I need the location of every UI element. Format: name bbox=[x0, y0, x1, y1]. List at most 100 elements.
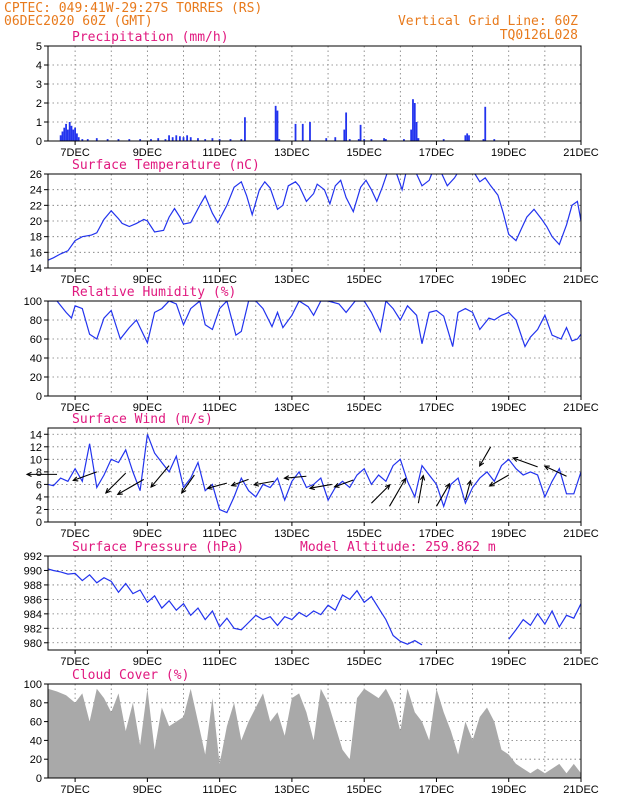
precip-bar bbox=[211, 138, 214, 141]
wind-arrow bbox=[116, 478, 145, 496]
ytick-label: 4 bbox=[36, 60, 42, 72]
ytick-label: 2 bbox=[36, 98, 42, 110]
ytick-label: 2 bbox=[36, 504, 42, 516]
ytick-label: 24 bbox=[30, 185, 42, 197]
wind-arrow bbox=[371, 483, 391, 504]
precip-bar bbox=[466, 133, 469, 141]
xtick-label: 9DEC bbox=[133, 528, 162, 540]
xtick-label: 21DEC bbox=[563, 274, 599, 286]
precip-bar bbox=[412, 99, 414, 141]
ytick-label: 990 bbox=[24, 565, 42, 577]
xtick-label: 7DEC bbox=[60, 656, 89, 668]
ytick-label: 80 bbox=[30, 315, 42, 327]
wind-arrow bbox=[72, 471, 97, 482]
xtick-label: 17DEC bbox=[419, 402, 455, 414]
ytick-label: 0 bbox=[36, 391, 42, 403]
precip-bar bbox=[240, 139, 243, 141]
station-line: CPTEC: 049:41W-29:27S TORRES (RS) bbox=[4, 1, 262, 16]
cloud-frame bbox=[47, 683, 582, 779]
precip-bar bbox=[171, 137, 174, 141]
ytick-label: 20 bbox=[30, 372, 42, 384]
precip-bar bbox=[182, 137, 185, 141]
xtick-label: 13DEC bbox=[274, 656, 310, 668]
pressure-frame bbox=[47, 555, 582, 651]
precip-bar bbox=[178, 136, 181, 141]
precip-bar bbox=[74, 127, 77, 141]
xtick-label: 7DEC bbox=[60, 528, 89, 540]
precip-bar bbox=[197, 138, 199, 141]
precip-bar bbox=[68, 122, 71, 141]
wind-arrow bbox=[512, 456, 538, 468]
xtick-label: 7DEC bbox=[60, 784, 89, 796]
xtick-label: 19DEC bbox=[491, 274, 527, 286]
xtick-label: 7DEC bbox=[60, 402, 89, 414]
xtick-label: 11DEC bbox=[202, 402, 237, 414]
precip-bar bbox=[442, 139, 445, 141]
ytick-label: 26 bbox=[30, 169, 42, 181]
precip-bar bbox=[66, 129, 69, 141]
precip-bar bbox=[363, 139, 366, 141]
xtick-label: 17DEC bbox=[419, 784, 455, 796]
xtick-label: 13DEC bbox=[274, 274, 310, 286]
date-line: 06DEC2020 60Z (GMT) bbox=[4, 14, 153, 29]
xtick-label: 9DEC bbox=[133, 274, 162, 286]
wind-arrow bbox=[25, 471, 58, 478]
wind-arrow bbox=[181, 474, 195, 495]
ytick-label: 980 bbox=[24, 638, 42, 650]
rh-line bbox=[48, 301, 581, 349]
precip-bar bbox=[150, 139, 152, 141]
xtick-label: 15DEC bbox=[346, 528, 382, 540]
ytick-label: 12 bbox=[30, 442, 42, 454]
wind-arrow bbox=[283, 475, 307, 481]
xtick-label: 17DEC bbox=[419, 147, 455, 159]
precip-title: Precipitation (mm/h) bbox=[72, 30, 229, 45]
wind-arrow bbox=[333, 479, 354, 488]
rh-title: Relative Humidity (%) bbox=[72, 285, 236, 300]
precip-bar bbox=[218, 139, 221, 141]
precip-bar bbox=[410, 129, 413, 141]
precip-bar bbox=[229, 139, 232, 141]
wind-arrow bbox=[389, 477, 407, 507]
precip-bar bbox=[464, 135, 467, 141]
xtick-label: 11DEC bbox=[202, 656, 237, 668]
precip-bar bbox=[59, 135, 62, 141]
xtick-label: 21DEC bbox=[563, 784, 599, 796]
xtick-label: 7DEC bbox=[60, 274, 89, 286]
header: CPTEC: 049:41W-29:27S TORRES (RS) 06DEC2… bbox=[4, 1, 578, 43]
precip-bar bbox=[325, 138, 328, 141]
ytick-label: 992 bbox=[24, 551, 42, 563]
pressure-line bbox=[48, 568, 581, 646]
xtick-label: 13DEC bbox=[274, 147, 310, 159]
precip-bar bbox=[204, 139, 207, 141]
cloud-area bbox=[48, 688, 581, 778]
xtick-label: 15DEC bbox=[346, 784, 382, 796]
ytick-label: 100 bbox=[24, 296, 42, 308]
ytick-label: 0 bbox=[36, 517, 42, 529]
ytick-label: 1 bbox=[36, 117, 42, 129]
ytick-label: 80 bbox=[30, 698, 42, 710]
precip-bar bbox=[70, 125, 73, 141]
precip-bar bbox=[309, 122, 311, 141]
precip-frame bbox=[47, 45, 582, 142]
precip-bar bbox=[65, 123, 67, 141]
xtick-label: 21DEC bbox=[563, 402, 599, 414]
ytick-label: 6 bbox=[36, 479, 42, 491]
precip-bar bbox=[278, 139, 281, 141]
wind-arrow bbox=[104, 472, 127, 494]
precip-bar bbox=[95, 138, 98, 141]
ytick-label: 16 bbox=[30, 247, 42, 259]
precip-bar bbox=[72, 129, 75, 141]
rh-frame bbox=[47, 300, 582, 397]
ytick-label: 10 bbox=[30, 454, 42, 466]
precip-bar bbox=[276, 110, 279, 141]
wind-line bbox=[48, 434, 581, 514]
xtick-label: 19DEC bbox=[491, 656, 527, 668]
wind-arrow bbox=[308, 483, 332, 491]
xtick-label: 17DEC bbox=[419, 656, 455, 668]
ytick-label: 4 bbox=[36, 492, 42, 504]
precip-bar bbox=[370, 139, 373, 141]
wind-arrow bbox=[417, 474, 426, 504]
xtick-label: 11DEC bbox=[202, 528, 237, 540]
ytick-label: 18 bbox=[30, 232, 42, 244]
